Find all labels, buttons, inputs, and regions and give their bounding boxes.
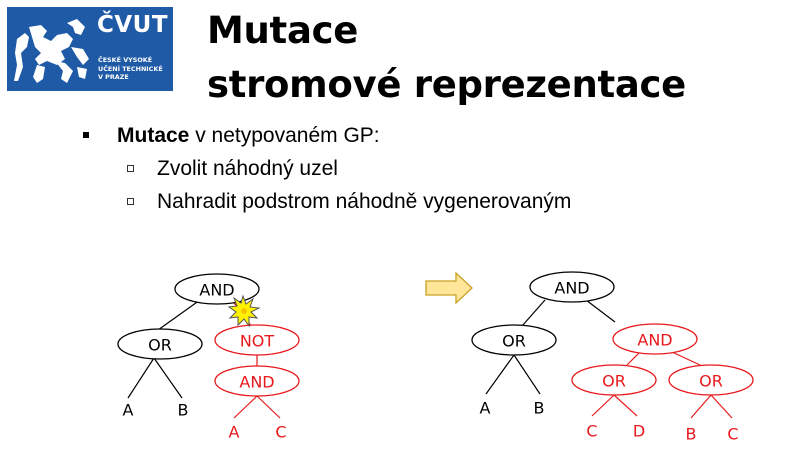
right-tree-mutated-edges xyxy=(591,351,733,419)
right-leaf-d: D xyxy=(633,422,645,441)
right-leaf-c: C xyxy=(586,422,597,441)
left-node-and-label: AND xyxy=(199,281,234,300)
right-node-or-left-label: OR xyxy=(602,372,626,391)
bullet-hollow-square-icon xyxy=(127,165,134,172)
transform-arrow-icon xyxy=(425,271,473,305)
right-node-or-label: OR xyxy=(502,332,526,351)
cvut-logo: ČVUT ČESKÉ VYSOKÉ UČENÍ TECHNICKÉ V PRAZ… xyxy=(7,7,173,91)
left-node-and-2: AND xyxy=(214,365,300,397)
lion-emblem-icon xyxy=(7,7,95,91)
right-tree-edges xyxy=(485,299,616,395)
left-tree-edges xyxy=(127,299,201,399)
bullet-main-bold: Mutace xyxy=(117,124,190,147)
mutation-star-center xyxy=(241,308,247,314)
right-node-or-right-label: OR xyxy=(699,372,723,391)
right-node-or-right: OR xyxy=(668,364,754,396)
bullet-main-text: v netypovaném GP: xyxy=(189,124,380,147)
bullet-hollow-square-icon xyxy=(127,198,134,205)
left-node-and: AND xyxy=(174,273,260,305)
bullet-square-icon xyxy=(83,132,89,138)
right-node-and-label: AND xyxy=(554,279,589,298)
title-line-1: Mutace xyxy=(207,9,359,52)
left-node-not: NOT xyxy=(214,324,300,356)
title-line-2: stromové reprezentace xyxy=(207,63,686,106)
right-leaf-c-mutated: C xyxy=(727,425,738,444)
left-node-and-2-label: AND xyxy=(239,373,274,392)
left-leaf-a: A xyxy=(123,401,134,420)
right-leaf-a: A xyxy=(480,399,491,418)
left-node-not-label: NOT xyxy=(240,332,275,351)
slide-title: Mutace stromové reprezentace xyxy=(207,4,686,112)
logo-subtitle: ČESKÉ VYSOKÉ UČENÍ TECHNICKÉ V PRAZE xyxy=(98,56,163,82)
right-leaf-b-mutated: B xyxy=(686,425,697,444)
logo-name: ČVUT xyxy=(97,12,169,38)
right-node-or-left: OR xyxy=(571,364,657,396)
left-leaf-c-mutated: C xyxy=(275,423,286,442)
right-leaf-b: B xyxy=(534,399,545,418)
right-node-and: AND xyxy=(529,271,615,303)
left-node-or-label: OR xyxy=(148,336,172,355)
left-leaf-a-mutated: A xyxy=(229,423,240,442)
right-node-or: OR xyxy=(471,324,557,356)
right-node-and-mutated: AND xyxy=(612,323,698,355)
right-node-and-mutated-label: AND xyxy=(637,331,672,350)
bullet-sub-1-text: Zvolit náhodný uzel xyxy=(157,157,338,180)
left-leaf-b: B xyxy=(178,401,189,420)
bullet-sub-2-text: Nahradit podstrom náhodně vygenerovaným xyxy=(157,190,572,213)
left-node-or: OR xyxy=(117,328,203,360)
